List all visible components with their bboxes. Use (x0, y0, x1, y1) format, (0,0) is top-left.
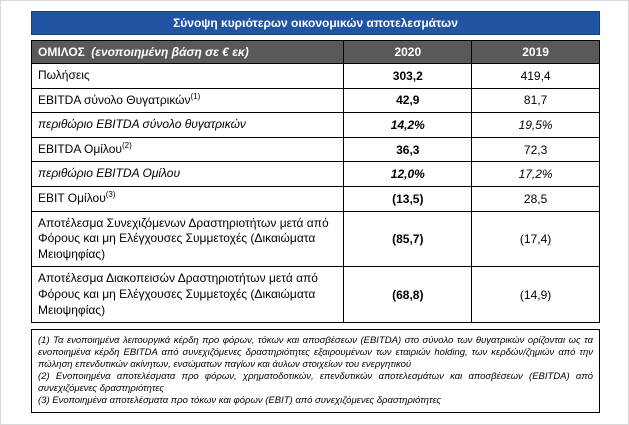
table-row: EBITDA Ομίλου(2) 36,3 72,3 (30, 136, 600, 163)
value-2020: 36,3 (343, 136, 473, 163)
row-label: Πωλήσεις (30, 63, 345, 89)
row-label: EBIT Ομίλου(3) (30, 185, 345, 212)
row-label: EBITDA σύνολο Θυγατρικών(1) (30, 87, 345, 114)
row-label: Αποτέλεσμα Διακοπεισών Δραστηριοτήτων με… (30, 266, 345, 324)
value-2019: 28,5 (471, 185, 600, 212)
value-2020: 14,2% (343, 112, 473, 138)
footnote: (2) Ενοποιημένα αποτελέσματα προ φόρων, … (38, 371, 593, 394)
table-row: EBITDA σύνολο Θυγατρικών(1) 42,9 81,7 (30, 87, 600, 114)
footnote: (3) Ενοποιημένα αποτελέσματα προ τόκων κ… (38, 394, 441, 406)
footnotes-box: (1) Τα ενοποιημένα λειτουργικά κέρδη προ… (31, 329, 600, 413)
table-body: Πωλήσεις 303,2 419,4 EBITDA σύνολο Θυγατρικ… (30, 63, 600, 324)
row-label: Αποτέλεσμα Συνεχιζόμενων Δραστηριοτήτων … (30, 210, 345, 268)
value-2019: 19,5% (471, 112, 600, 138)
footnote-ref: (2) (121, 140, 132, 150)
value-2019: 72,3 (471, 136, 600, 163)
value-2020: 303,2 (343, 63, 473, 89)
header-group-label: ΟΜΙΛΟΣ (38, 45, 85, 59)
table-row: Αποτέλεσμα Συνεχιζόμενων Δραστηριοτήτων … (30, 210, 600, 268)
table-row: περιθώριο EBITDA Ομίλου 12,0% 17,2% (30, 161, 600, 187)
header-group-cell: ΟΜΙΛΟΣ (ενοποιημένη βάση σε € εκ) (30, 40, 345, 64)
table-row: Αποτέλεσμα Διακοπεισών Δραστηριοτήτων με… (30, 266, 600, 324)
value-2019: 17,2% (471, 161, 600, 187)
header-col-2020: 2020 (343, 40, 473, 64)
value-2020: 12,0% (343, 161, 473, 187)
value-2020: (13,5) (343, 185, 473, 212)
value-2019: 419,4 (471, 63, 600, 89)
table-row: Πωλήσεις 303,2 419,4 (30, 63, 600, 89)
row-label: EBITDA Ομίλου(2) (30, 136, 345, 163)
header-col-2019: 2019 (471, 40, 600, 64)
table-title-bar: Σύνοψη κυριότερων οικονομικών αποτελεσμά… (31, 11, 600, 35)
table-header-row: ΟΜΙΛΟΣ (ενοποιημένη βάση σε € εκ) 2020 2… (30, 40, 600, 64)
value-2020: (85,7) (343, 210, 473, 268)
financial-results-table: ΟΜΙΛΟΣ (ενοποιημένη βάση σε € εκ) 2020 2… (30, 40, 600, 324)
value-2020: (68,8) (343, 266, 473, 324)
value-2019: (17,4) (471, 210, 600, 268)
value-2019: 81,7 (471, 87, 600, 114)
header-basis-label: (ενοποιημένη βάση σε € εκ) (91, 45, 249, 59)
row-label: περιθώριο EBITDA σύνολο θυγατρικών (30, 112, 345, 138)
table-title: Σύνοψη κυριότερων οικονομικών αποτελεσμά… (173, 16, 458, 30)
row-label: περιθώριο EBITDA Ομίλου (30, 161, 345, 187)
value-2019: (14,9) (471, 266, 600, 324)
footnote-ref: (3) (105, 189, 116, 199)
footnote: (1) Τα ενοποιημένα λειτουργικά κέρδη προ… (38, 335, 593, 371)
footnote-ref: (1) (190, 91, 201, 101)
table-row: EBIT Ομίλου(3) (13,5) 28,5 (30, 185, 600, 212)
value-2020: 42,9 (343, 87, 473, 114)
table-row: περιθώριο EBITDA σύνολο θυγατρικών 14,2% 1… (30, 112, 600, 138)
